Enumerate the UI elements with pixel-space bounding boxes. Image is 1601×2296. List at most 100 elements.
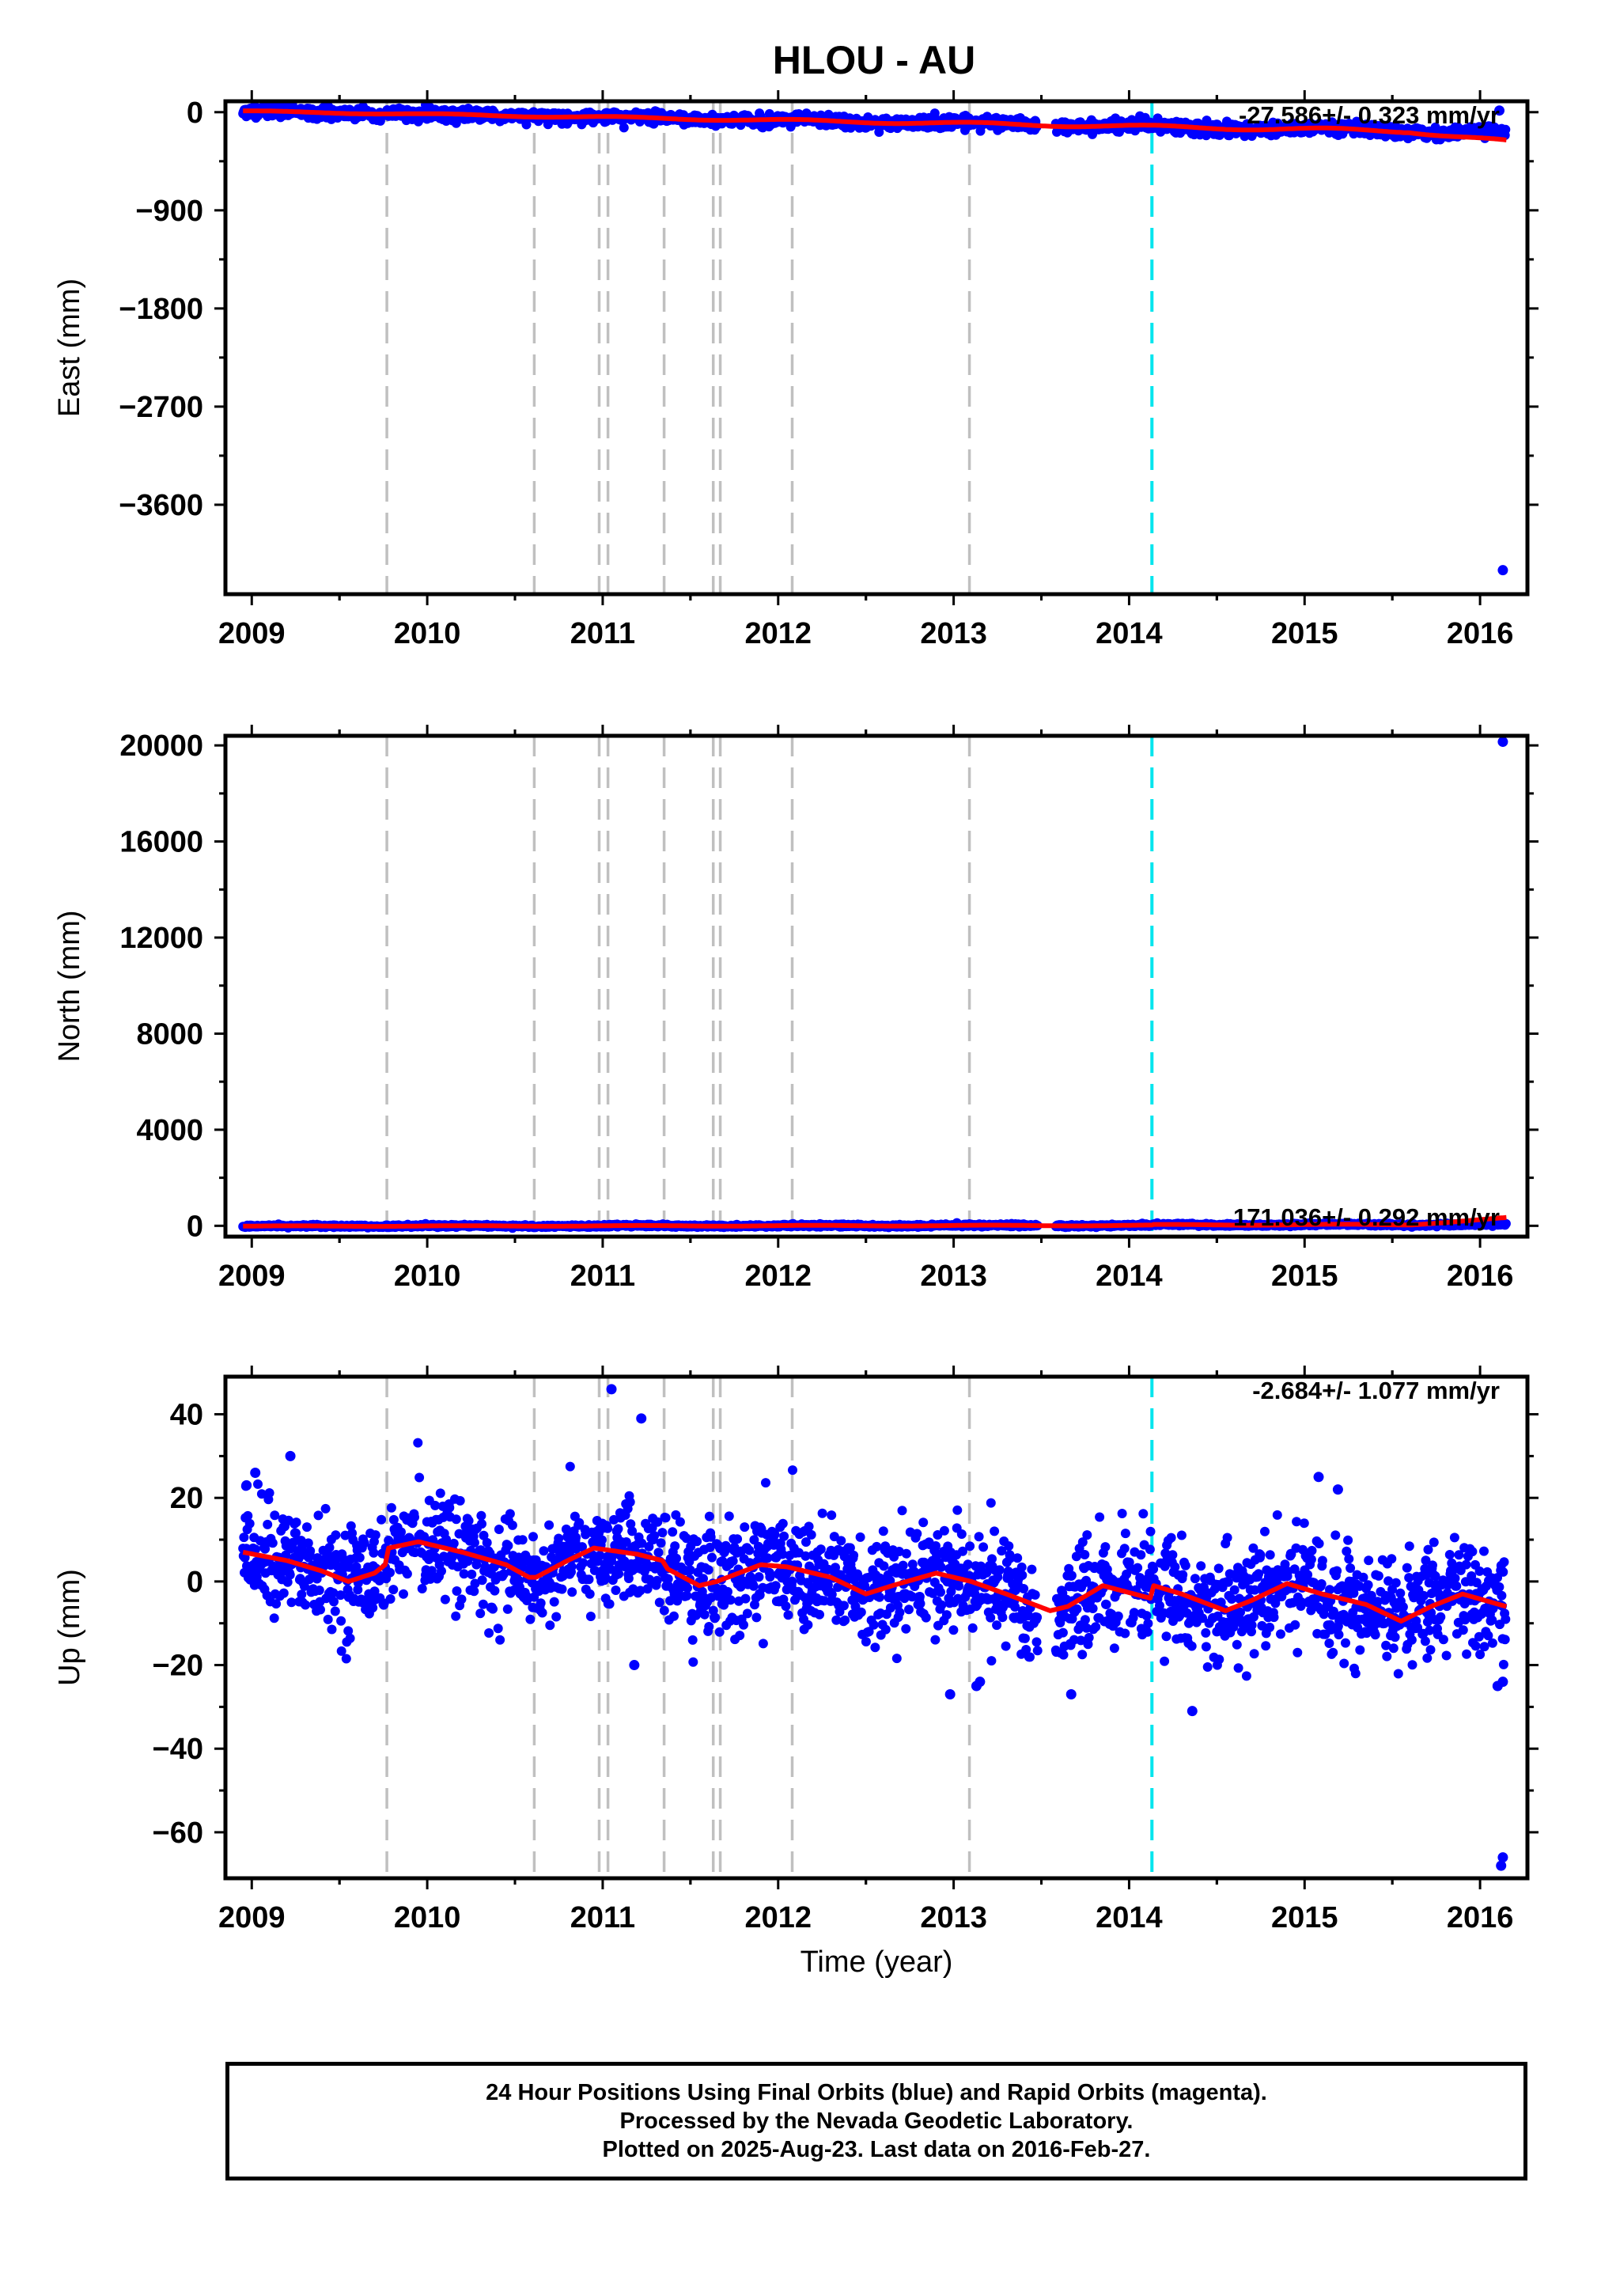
data-point: [320, 1503, 331, 1514]
x-tick-label: 2013: [920, 617, 987, 650]
y-axis-label: East (mm): [53, 278, 86, 417]
y-tick-label: 8000: [136, 1017, 203, 1051]
data-point: [455, 1495, 465, 1506]
x-tick-label: 2015: [1271, 617, 1338, 650]
data-point: [417, 1584, 427, 1593]
data-point: [445, 1502, 455, 1513]
data-point: [571, 1533, 581, 1543]
data-point: [316, 1605, 325, 1615]
data-point: [545, 1620, 555, 1631]
data-point: [1497, 565, 1508, 576]
data-point: [557, 1584, 567, 1594]
y-tick-label: 16000: [119, 826, 203, 859]
data-point: [469, 1537, 479, 1548]
plot-frame: [223, 99, 1530, 597]
data-point: [437, 1566, 446, 1576]
data-point: [475, 1608, 486, 1619]
data-point: [388, 1585, 399, 1595]
data-point: [482, 1537, 492, 1548]
data-point: [264, 1488, 274, 1498]
data-point: [345, 1633, 355, 1643]
data-point: [493, 1623, 503, 1634]
data-point: [253, 1479, 263, 1489]
plot-frame: [223, 733, 1530, 1239]
data-point: [517, 1535, 528, 1545]
data-point: [456, 1594, 467, 1605]
x-tick-label: 2011: [570, 617, 635, 650]
y-tick-label: −1800: [119, 293, 203, 326]
data-point: [331, 1530, 341, 1540]
data-point: [399, 1589, 408, 1599]
data-point: [370, 1530, 380, 1540]
data-point: [502, 1604, 513, 1614]
data-point: [410, 1512, 419, 1522]
data-point: [544, 1520, 554, 1530]
x-tick-label: 2009: [218, 1260, 286, 1293]
data-point: [323, 1614, 333, 1624]
y-tick-label: 0: [187, 1210, 203, 1243]
data-point: [488, 1604, 498, 1614]
data-point: [1497, 737, 1508, 748]
data-point: [269, 1613, 279, 1623]
data-point: [291, 1517, 301, 1528]
data-point: [536, 1598, 546, 1608]
plot-area: [238, 1377, 1511, 1878]
rate-label: -27.586+/- 0.323 mm/yr: [1239, 101, 1500, 129]
data-point: [297, 1589, 307, 1600]
panel-north: 2009 2010 2011 2012 2013 2014 2015 201620000160…: [53, 725, 1539, 1293]
y-tick-label: −3600: [119, 489, 203, 522]
plot-area: [238, 736, 1511, 1237]
data-point: [324, 1543, 335, 1552]
x-tick-label: 2010: [394, 617, 461, 650]
data-point: [414, 1472, 425, 1483]
data-point: [567, 1587, 577, 1597]
data-point: [314, 1586, 324, 1595]
rate-label: 171.036+/- 0.292 mm/yr: [1233, 1203, 1500, 1231]
data-point: [525, 1614, 536, 1624]
x-tick-label: 2013: [920, 1260, 987, 1293]
model-curve: [242, 108, 1508, 142]
y-tick-label: −2700: [119, 391, 203, 424]
panel-east: 2009 2010 2011 2012 2013 2014 2015 20160−900−18…: [53, 90, 1539, 650]
data-point: [449, 1538, 459, 1548]
y-tick-label: 12000: [119, 922, 203, 955]
data-point: [451, 1611, 461, 1621]
data-point: [477, 1519, 486, 1529]
data-point: [302, 1522, 312, 1533]
data-point: [413, 1438, 423, 1448]
data-point: [505, 1509, 515, 1519]
data-point: [336, 1616, 346, 1626]
data-point: [578, 1558, 589, 1568]
data-point: [539, 1546, 549, 1556]
data-point: [385, 1594, 396, 1604]
data-point: [528, 1532, 538, 1542]
x-tick-label: 2012: [745, 1260, 812, 1293]
data-point: [244, 1518, 255, 1529]
data-point: [464, 1516, 474, 1526]
data-point: [490, 1586, 500, 1596]
data-point: [270, 1510, 280, 1521]
data-point: [368, 1603, 378, 1613]
data-point: [521, 119, 532, 130]
x-tick-label: 2014: [1096, 1260, 1163, 1293]
x-tick-label: 2016: [1447, 1260, 1514, 1293]
y-axis-label: North (mm): [53, 910, 86, 1062]
data-point: [452, 1586, 462, 1596]
data-point: [451, 1514, 461, 1525]
figure-title: HLOU - AU: [773, 38, 975, 82]
data-point: [551, 1612, 562, 1622]
x-tick-label: 2014: [1096, 617, 1163, 650]
data-point: [327, 1624, 337, 1635]
x-tick-label: 2016: [1447, 617, 1514, 650]
data-point: [874, 127, 884, 137]
data-point: [435, 1488, 445, 1498]
data-point: [566, 1562, 577, 1571]
x-tick-label: 2011: [570, 1260, 635, 1293]
data-point: [341, 1654, 351, 1664]
data-point: [484, 1628, 494, 1638]
data-point: [507, 1520, 517, 1530]
data-point: [554, 1533, 564, 1544]
data-point: [386, 1502, 396, 1513]
y-tick-label: 0: [187, 97, 203, 130]
